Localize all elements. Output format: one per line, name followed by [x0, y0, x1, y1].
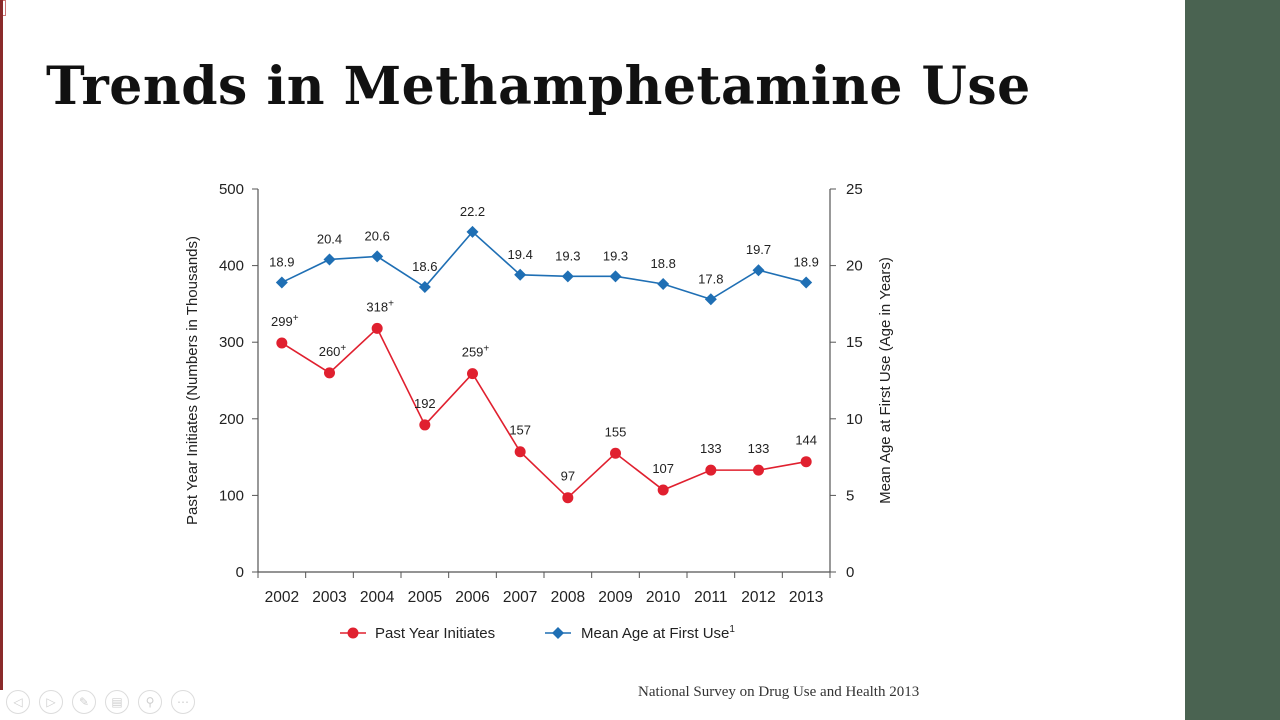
initiates-point [705, 465, 716, 476]
x-tick-label: 2004 [360, 589, 395, 606]
y-tick-label-left: 0 [236, 564, 244, 581]
x-tick-label: 2003 [312, 589, 346, 606]
more-icon[interactable]: ⋯ [171, 690, 195, 714]
mean-age-point [371, 250, 383, 262]
initiates-data-label: 133 [748, 441, 770, 456]
legend-label-initiates: Past Year Initiates [375, 625, 495, 642]
mean-age-point [800, 276, 812, 288]
initiates-data-label: 107 [652, 461, 674, 476]
source-citation: National Survey on Drug Use and Health 2… [638, 684, 919, 701]
mean-age-data-label: 18.8 [651, 256, 676, 271]
initiates-point [610, 448, 621, 459]
mean-age-data-label: 19.4 [508, 247, 533, 262]
x-tick-label: 2013 [789, 589, 823, 606]
initiates-data-label: 299+ [271, 313, 299, 329]
methamphetamine-trends-chart: 0 100 200 300 400 500 0 5 10 15 20 25 2002 2003 2004 20… [0, 0, 1185, 670]
y-tick-label-left: 300 [219, 334, 244, 351]
initiates-data-label: 155 [605, 424, 627, 439]
initiates-point [515, 446, 526, 457]
initiates-point [324, 367, 335, 378]
y-tick-label-right: 10 [846, 411, 863, 428]
initiates-point [801, 456, 812, 467]
y-axis-label-left: Past Year Initiates (Numbers in Thousand… [184, 236, 201, 525]
y-tick-label-left: 500 [219, 181, 244, 198]
mean-age-data-label: 19.3 [555, 248, 580, 263]
mean-age-data-label: 20.4 [317, 231, 342, 246]
y-tick-label-left: 200 [219, 411, 244, 428]
y-tick-label-right: 5 [846, 487, 854, 504]
initiates-point [276, 337, 287, 348]
mean-age-data-label: 19.7 [746, 242, 771, 257]
next-arrow-icon[interactable]: ▷ [39, 690, 63, 714]
initiates-point [562, 492, 573, 503]
initiates-point [658, 485, 669, 496]
x-tick-label: 2006 [455, 589, 489, 606]
mean-age-point [657, 278, 669, 290]
initiates-data-label: 259+ [462, 344, 490, 360]
mean-age-data-label: 17.8 [698, 271, 723, 286]
initiates-point [753, 465, 764, 476]
initiates-data-label: 260+ [319, 343, 347, 359]
mean-age-point [705, 293, 717, 305]
initiates-point [372, 323, 383, 334]
mean-age-point [276, 276, 288, 288]
mean-age-data-label: 18.6 [412, 259, 437, 274]
mean-age-point [562, 270, 574, 282]
mean-age-data-label: 22.2 [460, 204, 485, 219]
series-line-mean-age [282, 232, 806, 299]
initiates-data-label: 133 [700, 441, 722, 456]
mean-age-data-label: 18.9 [269, 254, 294, 269]
mean-age-point [324, 253, 336, 265]
y-tick-label-left: 100 [219, 487, 244, 504]
slideshow-controls: ◁ ▷ ✎ ▤ ⚲ ⋯ [6, 690, 195, 714]
initiates-point [419, 419, 430, 430]
mean-age-data-label: 19.3 [603, 248, 628, 263]
y-tick-label-right: 15 [846, 334, 863, 351]
x-tick-label: 2002 [265, 589, 299, 606]
prev-arrow-icon[interactable]: ◁ [6, 690, 30, 714]
y-tick-label-right: 0 [846, 564, 854, 581]
y-tick-label-right: 25 [846, 181, 863, 198]
pen-icon[interactable]: ✎ [72, 690, 96, 714]
side-panel [1185, 0, 1280, 720]
initiates-data-label: 97 [561, 469, 575, 484]
slides-icon[interactable]: ▤ [105, 690, 129, 714]
x-tick-label: 2011 [694, 589, 727, 606]
x-tick-label: 2005 [408, 589, 442, 606]
legend-marker-initiates [348, 628, 359, 639]
slide: Trends in Methamphetamine Use 0100200300… [0, 0, 1185, 720]
mean-age-point [610, 270, 622, 282]
y-axis-label-right: Mean Age at First Use (Age in Years) [877, 257, 894, 504]
initiates-data-label: 157 [509, 423, 531, 438]
x-tick-label: 2009 [598, 589, 632, 606]
legend-label-mean-age: Mean Age at First Use1 [581, 624, 735, 642]
x-tick-label: 2008 [551, 589, 585, 606]
initiates-data-label: 318+ [366, 298, 394, 314]
zoom-icon[interactable]: ⚲ [138, 690, 162, 714]
y-tick-label-left: 400 [219, 258, 244, 275]
y-tick-label-right: 20 [846, 258, 863, 275]
mean-age-data-label: 18.9 [794, 254, 819, 269]
mean-age-data-label: 20.6 [365, 228, 390, 243]
legend-marker-mean-age [552, 627, 564, 639]
series-line-initiates [282, 328, 806, 497]
mean-age-point [753, 264, 765, 276]
initiates-data-label: 192 [414, 396, 436, 411]
initiates-data-label: 144 [795, 433, 817, 448]
x-tick-label: 2010 [646, 589, 681, 606]
x-tick-label: 2007 [503, 589, 537, 606]
initiates-point [467, 368, 478, 379]
x-tick-label: 2012 [741, 589, 775, 606]
